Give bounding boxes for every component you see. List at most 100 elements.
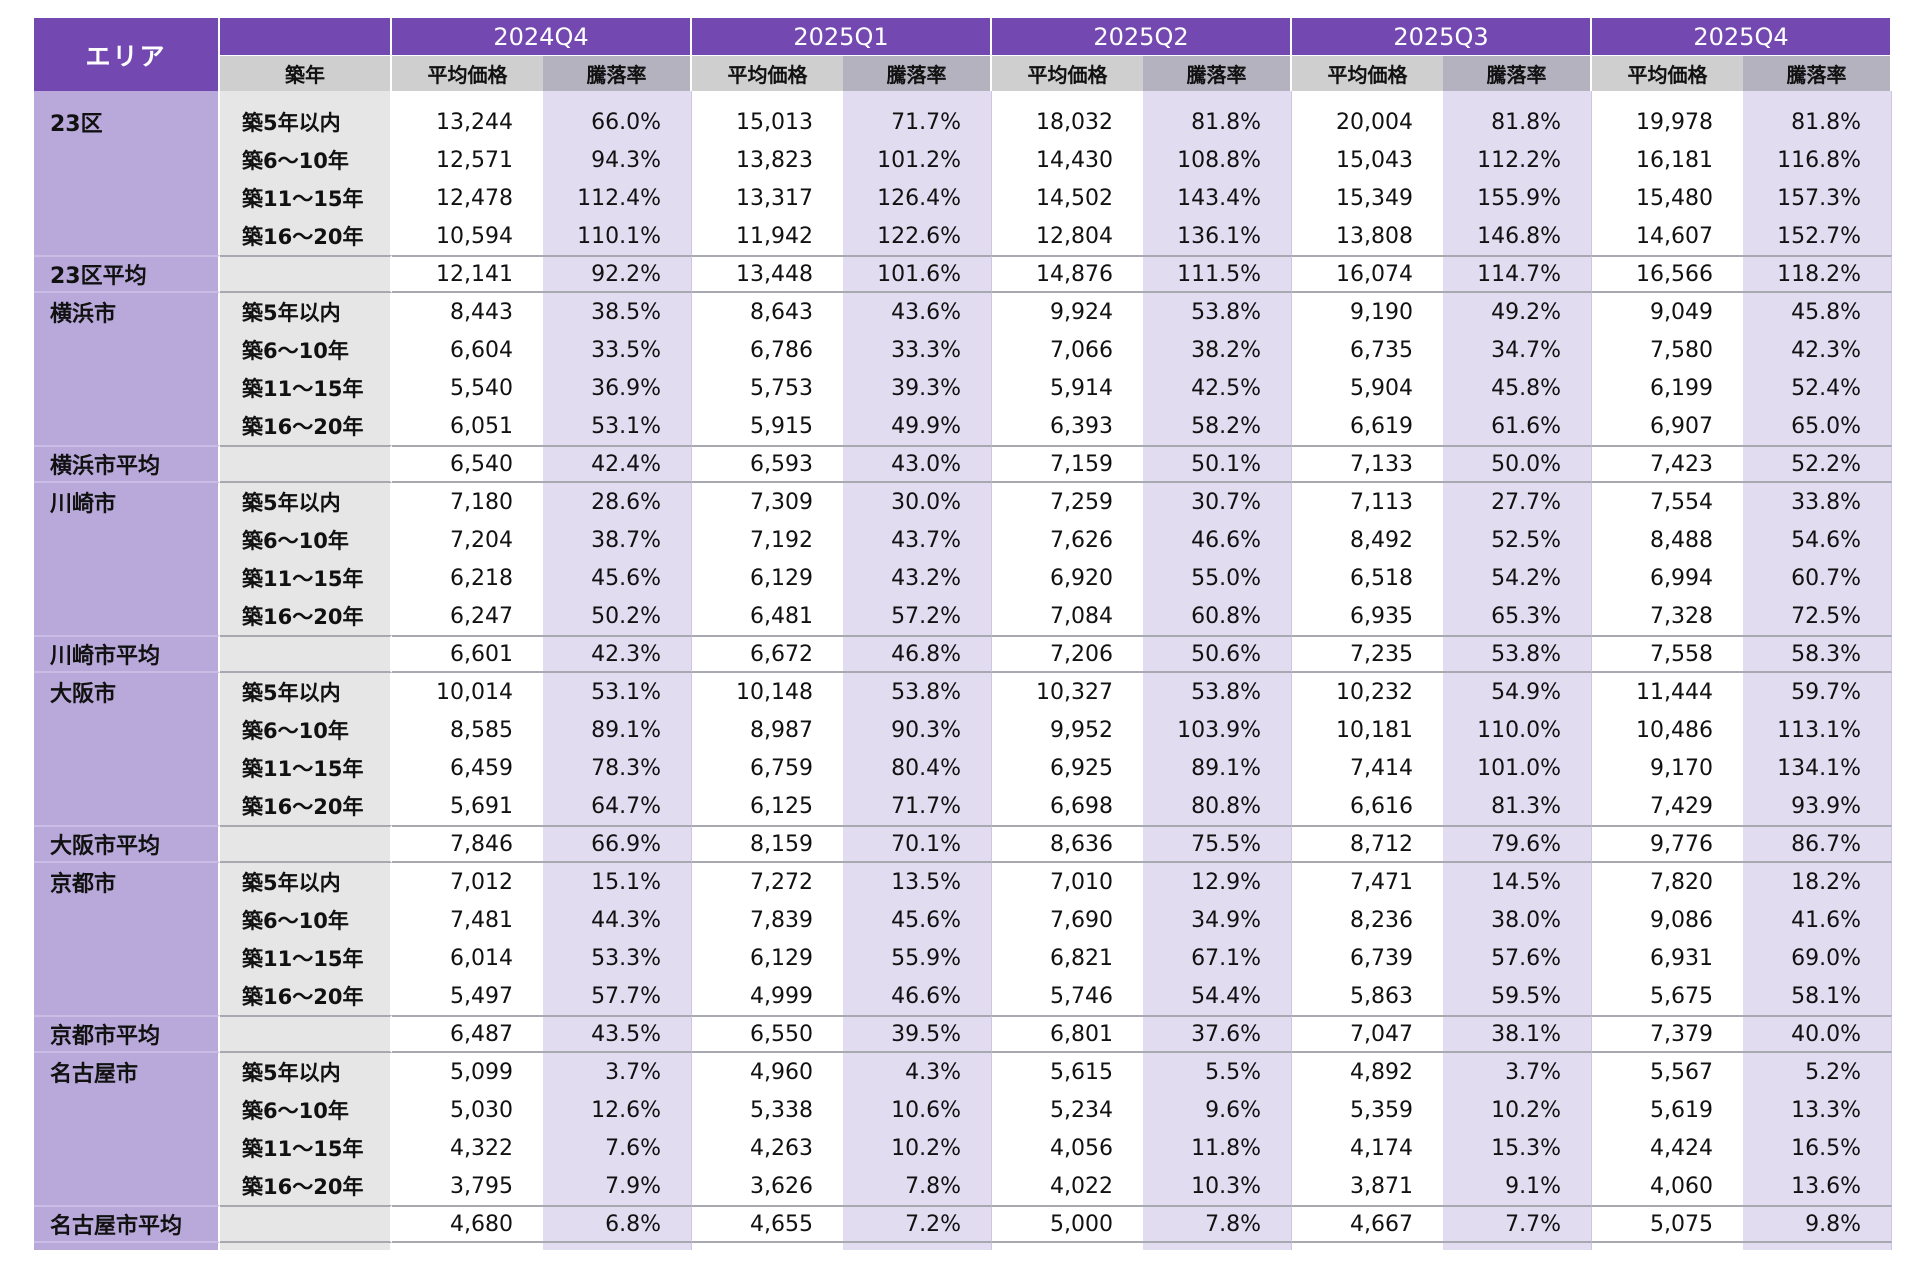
average-price: 6,935 — [1292, 597, 1443, 635]
average-price: 6,907 — [1592, 407, 1743, 445]
average-price: 8,585 — [392, 711, 543, 749]
average-price: 10,181 — [1292, 711, 1443, 749]
change-rate: 5.2% — [1743, 1053, 1892, 1091]
change-rate: 54.9% — [1443, 673, 1592, 711]
change-rate: 6.8% — [543, 1205, 692, 1243]
average-price: 3,626 — [692, 1167, 843, 1205]
average-price: 14,876 — [992, 255, 1143, 293]
average-price: 6,393 — [992, 407, 1143, 445]
change-rate: 16.5% — [1743, 1129, 1892, 1167]
change-rate: 101.2% — [843, 141, 992, 179]
change-rate: 10.2% — [1443, 1091, 1592, 1129]
spacer-cell — [692, 1243, 843, 1250]
change-rate: 45.6% — [843, 901, 992, 939]
change-rate: 30.7% — [1143, 483, 1292, 521]
average-price: 5,234 — [992, 1091, 1143, 1129]
average-price: 7,820 — [1592, 863, 1743, 901]
average-price: 6,459 — [392, 749, 543, 787]
average-price: 16,566 — [1592, 255, 1743, 293]
average-price: 5,099 — [392, 1053, 543, 1091]
area-name — [34, 407, 220, 445]
average-price: 8,443 — [392, 293, 543, 331]
average-price: 19,978 — [1592, 103, 1743, 141]
spacer-cell — [34, 1243, 220, 1250]
change-rate: 55.0% — [1143, 559, 1292, 597]
average-price: 8,236 — [1292, 901, 1443, 939]
change-rate: 110.1% — [543, 217, 692, 255]
spacer-cell — [843, 91, 992, 103]
average-price: 6,129 — [692, 559, 843, 597]
average-price: 18,032 — [992, 103, 1143, 141]
table-row: 築11～15年 4,322 7.6% 4,263 10.2% 4,056 11.8% 4,17… — [34, 1129, 1892, 1167]
change-rate: 92.2% — [543, 255, 692, 293]
change-rate: 53.1% — [543, 673, 692, 711]
change-rate: 3.7% — [1443, 1053, 1592, 1091]
table-row: 川崎市 築5年以内 7,180 28.6% 7,309 30.0% 7,259 30.7% 7,… — [34, 483, 1892, 521]
change-rate: 94.3% — [543, 141, 692, 179]
building-age: 築11～15年 — [220, 1129, 392, 1167]
average-price: 10,232 — [1292, 673, 1443, 711]
table-row: 23区 築5年以内 13,244 66.0% 15,013 71.7% 18,032 81.8… — [34, 103, 1892, 141]
change-rate: 59.7% — [1743, 673, 1892, 711]
table-row: 築11～15年 6,014 53.3% 6,129 55.9% 6,821 67.1% 6,7… — [34, 939, 1892, 977]
change-rate: 33.5% — [543, 331, 692, 369]
change-rate: 10.6% — [843, 1091, 992, 1129]
change-rate: 3.7% — [543, 1053, 692, 1091]
change-rate: 9.1% — [1443, 1167, 1592, 1205]
average-price: 6,540 — [392, 445, 543, 483]
change-rate: 53.8% — [1143, 673, 1292, 711]
average-price: 6,698 — [992, 787, 1143, 825]
average-price: 6,014 — [392, 939, 543, 977]
spacer-cell — [34, 91, 220, 103]
spacer-cell — [220, 91, 392, 103]
change-rate: 64.7% — [543, 787, 692, 825]
average-price: 6,672 — [692, 635, 843, 673]
average-price: 10,327 — [992, 673, 1143, 711]
change-rate: 101.6% — [843, 255, 992, 293]
change-rate: 57.2% — [843, 597, 992, 635]
change-rate: 15.3% — [1443, 1129, 1592, 1167]
spacer-cell — [392, 1243, 543, 1250]
change-rate: 7.9% — [543, 1167, 692, 1205]
average-price: 15,013 — [692, 103, 843, 141]
table-row: 築16～20年 10,594 110.1% 11,942 122.6% 12,804 136… — [34, 217, 1892, 255]
average-price: 12,141 — [392, 255, 543, 293]
change-rate: 50.2% — [543, 597, 692, 635]
change-rate: 38.0% — [1443, 901, 1592, 939]
building-age: 築5年以内 — [220, 103, 392, 141]
table-row: 築6～10年 8,585 89.1% 8,987 90.3% 9,952 103.9% 10,… — [34, 711, 1892, 749]
average-price: 7,839 — [692, 901, 843, 939]
average-row: 京都市平均 6,487 43.5% 6,550 39.5% 6,801 37.6% 7,047… — [34, 1015, 1892, 1053]
change-rate: 60.7% — [1743, 559, 1892, 597]
change-rate: 57.6% — [1443, 939, 1592, 977]
average-price: 20,004 — [1292, 103, 1443, 141]
change-rate: 7.7% — [1443, 1205, 1592, 1243]
average-price: 8,488 — [1592, 521, 1743, 559]
average-price: 4,060 — [1592, 1167, 1743, 1205]
average-price: 10,148 — [692, 673, 843, 711]
change-rate: 66.9% — [543, 825, 692, 863]
average-row: 横浜市平均 6,540 42.4% 6,593 43.0% 7,159 50.1% 7,133… — [34, 445, 1892, 483]
spacer-cell — [1143, 1243, 1292, 1250]
change-rate: 116.8% — [1743, 141, 1892, 179]
average-price: 6,518 — [1292, 559, 1443, 597]
change-rate: 18.2% — [1743, 863, 1892, 901]
table-row: 大阪市 築5年以内 10,014 53.1% 10,148 53.8% 10,327 53.8… — [34, 673, 1892, 711]
change-rate: 90.3% — [843, 711, 992, 749]
average-price: 5,904 — [1292, 369, 1443, 407]
spacer-row — [34, 1243, 1892, 1250]
change-rate: 58.1% — [1743, 977, 1892, 1015]
spacer-cell — [1592, 1243, 1743, 1250]
change-rate: 43.5% — [543, 1015, 692, 1053]
average-price: 10,014 — [392, 673, 543, 711]
average-price: 6,487 — [392, 1015, 543, 1053]
average-price: 13,317 — [692, 179, 843, 217]
change-rate: 111.5% — [1143, 255, 1292, 293]
average-price: 6,593 — [692, 445, 843, 483]
average-price: 5,567 — [1592, 1053, 1743, 1091]
average-price: 7,066 — [992, 331, 1143, 369]
area-name: 川崎市 — [34, 483, 220, 521]
change-rate: 41.6% — [1743, 901, 1892, 939]
change-rate: 110.0% — [1443, 711, 1592, 749]
area-name — [34, 711, 220, 749]
